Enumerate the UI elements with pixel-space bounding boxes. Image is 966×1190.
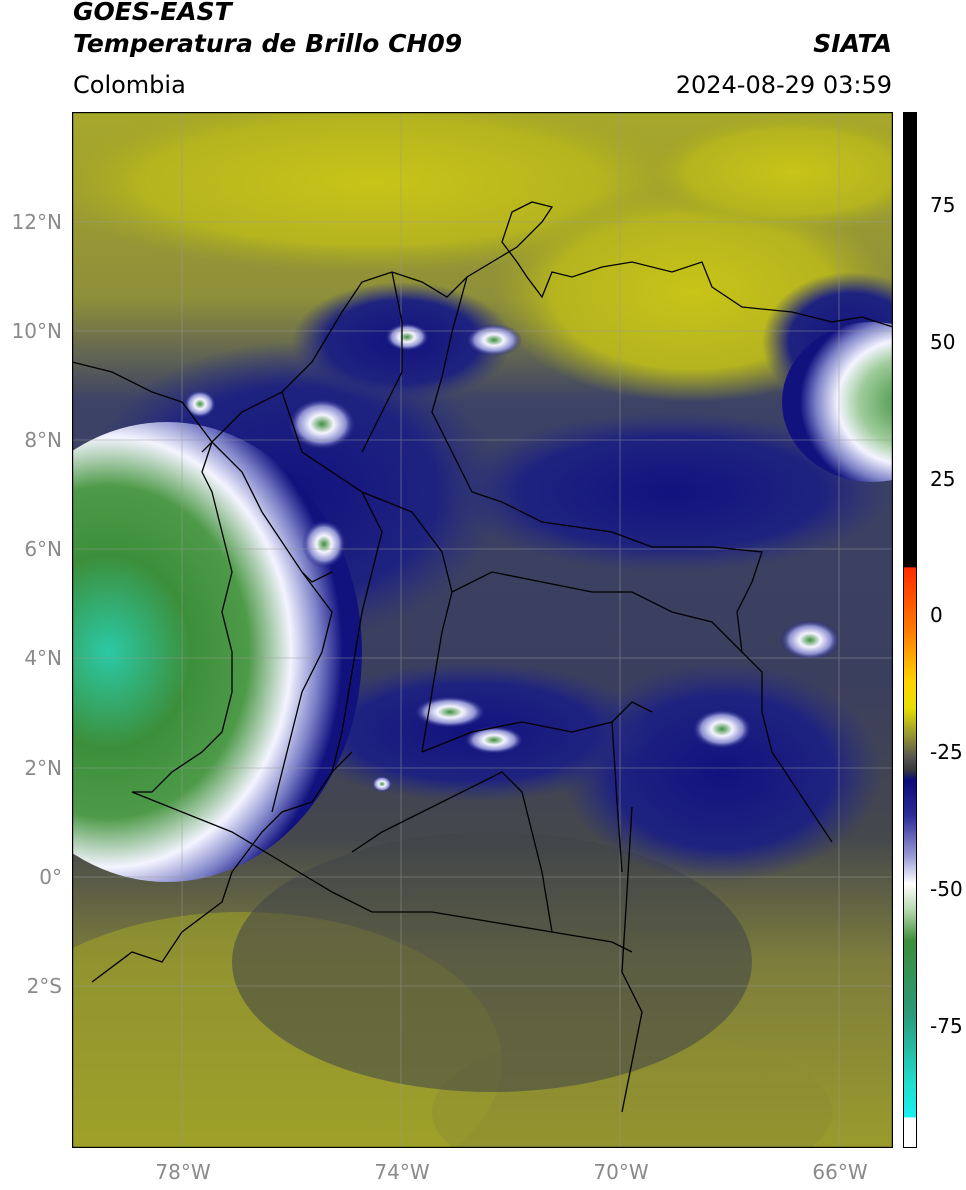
graticule: [72, 112, 893, 1148]
colorbar-tick-0: 0: [930, 603, 943, 627]
lon-label-70W: 70°W: [593, 1160, 649, 1184]
title-product: Temperatura de Brillo CH09: [73, 29, 463, 58]
colorbar-tick-50: 50: [930, 330, 956, 354]
lat-label-4N: 4°N: [24, 646, 62, 670]
colorbar-tick-minus25: -25: [930, 740, 963, 764]
lat-label-2N: 2°N: [24, 756, 62, 780]
lon-label-66W: 66°W: [812, 1160, 868, 1184]
lat-label-0: 0°: [39, 865, 62, 889]
colorbar-tick-25: 25: [930, 467, 956, 491]
temperature-colorbar: [903, 112, 917, 1148]
lon-label-78W: 78°W: [155, 1160, 211, 1184]
lat-label-6N: 6°N: [24, 537, 62, 561]
lat-label-10N: 10°N: [11, 319, 62, 343]
colorbar-tick-minus75: -75: [930, 1014, 963, 1038]
lat-axis: 12°N 10°N 8°N 6°N 4°N 2°N 0° 2°S: [0, 112, 62, 1148]
lon-label-74W: 74°W: [374, 1160, 430, 1184]
lat-label-8N: 8°N: [24, 428, 62, 452]
colorbar-tick-75: 75: [930, 193, 956, 217]
lat-label-2S: 2°S: [26, 974, 62, 998]
title-satellite: GOES-EAST: [73, 0, 232, 26]
brightness-temperature-map: [72, 112, 893, 1148]
region-label: Colombia: [73, 71, 186, 99]
agency-label: SIATA: [813, 29, 892, 58]
lat-label-12N: 12°N: [11, 210, 62, 234]
country-borders: [72, 201, 893, 1113]
colorbar-tick-minus50: -50: [930, 877, 963, 901]
datetime-label: 2024-08-29 03:59: [675, 71, 892, 99]
